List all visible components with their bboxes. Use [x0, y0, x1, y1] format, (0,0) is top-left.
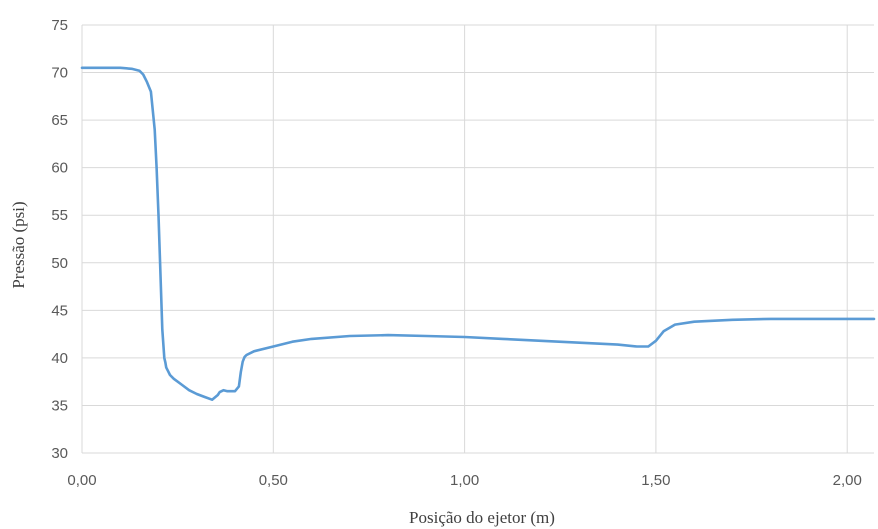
y-tick-label: 70	[51, 65, 68, 82]
y-tick-label: 35	[51, 397, 68, 414]
y-tick-label: 65	[51, 112, 68, 129]
y-tick-label: 60	[51, 160, 68, 177]
gridlines	[81, 24, 874, 454]
y-tick-label: 30	[51, 445, 68, 462]
y-tick-labels: 30 35 40 45 50 55 60 65 70 75	[51, 17, 68, 462]
x-tick-label: 2,00	[833, 472, 862, 489]
x-tick-label: 1,50	[641, 472, 670, 489]
y-tick-label: 75	[51, 17, 68, 34]
x-axis-title: Posição do ejetor (m)	[409, 508, 555, 527]
series-layer	[80, 66, 876, 402]
y-tick-label: 45	[51, 302, 68, 319]
x-tick-label: 0,00	[67, 472, 96, 489]
y-tick-label: 40	[51, 350, 68, 367]
y-tick-label: 50	[51, 255, 68, 272]
y-tick-label: 55	[51, 207, 68, 224]
y-axis-title: Pressão (psi)	[9, 201, 28, 288]
pressure-series-line	[80, 66, 876, 402]
x-tick-labels: 0,00 0,50 1,00 1,50 2,00	[67, 472, 861, 489]
x-tick-label: 0,50	[259, 472, 288, 489]
x-tick-label: 1,00	[450, 472, 479, 489]
